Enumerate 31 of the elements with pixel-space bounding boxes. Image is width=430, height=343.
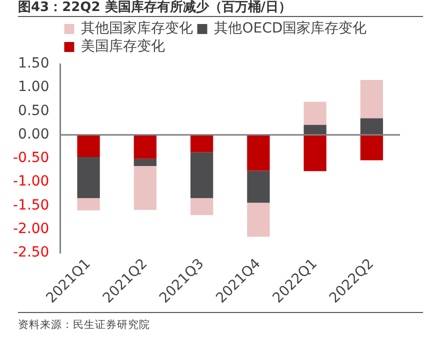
text: 资料来源：民生证券研究院 bbox=[18, 312, 423, 332]
bar bbox=[304, 124, 326, 135]
bar bbox=[360, 80, 384, 118]
y-tick-label: -1.50 bbox=[12, 197, 50, 214]
bar bbox=[304, 134, 326, 172]
y-tick-label: 1.50 bbox=[18, 56, 50, 72]
y-tick-label: -0.50 bbox=[12, 150, 50, 166]
bar bbox=[247, 202, 270, 237]
bar bbox=[134, 134, 156, 159]
bar bbox=[190, 152, 214, 198]
bar bbox=[190, 198, 214, 216]
y-tick-label: 0.00 bbox=[18, 126, 50, 142]
bar bbox=[77, 157, 100, 198]
bar bbox=[247, 134, 270, 171]
bar bbox=[77, 134, 100, 157]
y-tick-label: 1.00 bbox=[18, 79, 50, 96]
bar bbox=[190, 134, 214, 152]
bar bbox=[247, 170, 270, 203]
y-tick-label: -1.00 bbox=[12, 174, 50, 190]
legend-label: 其他OECD国家库存变化 bbox=[214, 20, 367, 37]
y-tick-label: -2.50 bbox=[12, 244, 50, 260]
bar bbox=[360, 118, 384, 135]
bar bbox=[134, 166, 156, 210]
legend-label: 其他国家库存变化 bbox=[81, 20, 194, 37]
bar bbox=[360, 134, 384, 160]
y-tick-label: 0.50 bbox=[18, 102, 50, 119]
bar bbox=[134, 158, 156, 166]
bar bbox=[304, 102, 326, 125]
legend-label: 美国库存变化 bbox=[81, 38, 166, 55]
bar bbox=[77, 198, 100, 210]
y-tick-label: -2.00 bbox=[12, 220, 50, 237]
